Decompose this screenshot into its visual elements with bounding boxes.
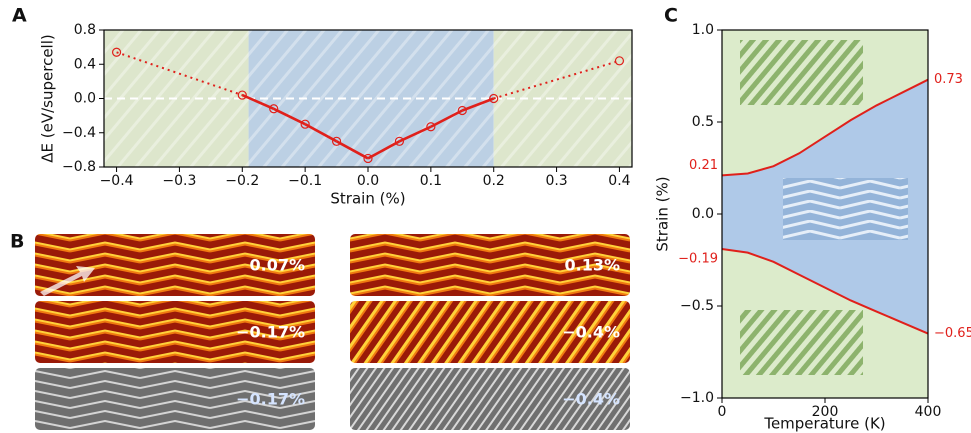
line (721, 78, 929, 177)
point (489, 93, 499, 104)
point (394, 136, 405, 146)
x-tick-label: 400 (915, 404, 942, 420)
line-segment (461, 97, 495, 112)
x-tick-label: −0.1 (288, 173, 322, 189)
line-segment (493, 59, 620, 100)
value-label: 0.21 (689, 158, 718, 173)
line-segment (367, 140, 401, 160)
image (35, 301, 315, 363)
image-label: −0.4% (562, 390, 620, 409)
value-label: 0.73 (934, 72, 963, 87)
panel-b: B 0.07% 0.13% −0.17% −0.4% −0.17% −0.4% (10, 231, 630, 430)
image (350, 234, 630, 296)
value-label: −0.65 (934, 326, 971, 341)
arrow (40, 266, 95, 296)
x-tick-label: 0.4 (608, 173, 630, 189)
x-axis-label: Temperature (K) (763, 415, 885, 433)
y-axis-label: Strain (%) (654, 176, 672, 251)
y-tick-label: 1.0 (692, 22, 714, 38)
y-tick-label: 0.0 (74, 91, 96, 107)
y-tick-label: −1.0 (680, 390, 714, 406)
x-tick-label: 0.1 (420, 173, 442, 189)
panel-label: B (10, 231, 24, 253)
y-tick-label: −0.8 (62, 159, 96, 175)
panel-label: A (12, 5, 27, 27)
x-tick-label: 0.3 (545, 173, 567, 189)
x-tick-label: 0.0 (357, 173, 379, 189)
y-tick-label: 0.0 (692, 206, 714, 222)
line-segment (430, 109, 463, 128)
x-tick-label: −0.3 (162, 173, 196, 189)
point (331, 136, 342, 146)
line-segment (241, 93, 275, 110)
y-axis-label: ΔE (eV/supercell) (39, 34, 57, 162)
image-label: 0.07% (249, 256, 305, 275)
x-tick-label: 0.2 (483, 173, 505, 189)
point (300, 119, 310, 129)
y-tick-label: 0.8 (74, 22, 96, 38)
line-segment (304, 123, 338, 143)
inset (740, 40, 863, 105)
point (363, 153, 373, 164)
x-axis-label: Strain (%) (330, 190, 405, 208)
image (350, 368, 630, 430)
inset (783, 178, 908, 240)
image-label: −0.4% (562, 323, 620, 342)
line-segment (273, 107, 306, 126)
y-tick-label: 0.5 (692, 114, 714, 130)
image-label: 0.13% (564, 256, 620, 275)
panel-label: C (664, 5, 678, 27)
x-tick-label: −0.4 (100, 173, 134, 189)
x-tick-label: 200 (812, 404, 839, 420)
point (237, 90, 247, 100)
point (614, 56, 625, 66)
image-label: −0.17% (236, 323, 305, 342)
x-tick-label: 0 (718, 404, 727, 420)
image-label: −0.17% (236, 390, 305, 409)
point (111, 47, 122, 57)
line-segment (335, 140, 369, 160)
point (457, 105, 467, 116)
image (35, 368, 315, 430)
line (721, 247, 929, 335)
point (269, 104, 279, 114)
image (35, 234, 315, 296)
y-tick-label: −0.5 (680, 298, 714, 314)
y-tick-label: −0.4 (62, 125, 96, 141)
image (350, 301, 630, 363)
y-tick-label: 0.4 (74, 56, 96, 72)
value-label: −0.19 (678, 251, 718, 266)
x-tick-label: −0.2 (225, 173, 259, 189)
line-segment (398, 125, 432, 143)
point (426, 122, 436, 132)
line-segment (116, 51, 243, 97)
inset (740, 310, 863, 375)
